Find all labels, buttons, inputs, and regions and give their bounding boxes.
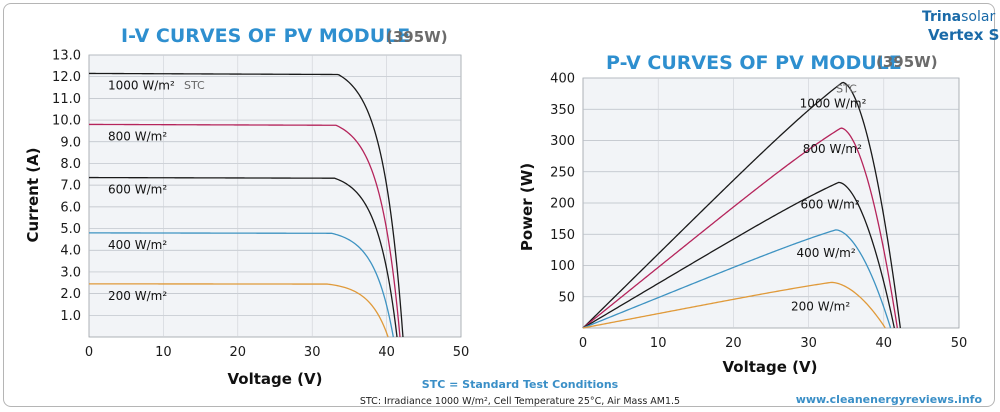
pv-x-tick-label: 30: [800, 336, 817, 351]
iv-stc-label: STC: [184, 79, 205, 92]
pv-x-axis-label: Voltage (V): [723, 358, 818, 376]
iv-curve-3: [88, 176, 398, 338]
brand-product: Vertex S: [928, 26, 999, 44]
pv-y-tick-label: 250: [550, 165, 575, 180]
brand-logo: Trinasolar Vertex S: [922, 9, 999, 44]
pv-series-label: 600 W/m²: [801, 197, 860, 211]
iv-chart-title: I-V CURVES OF PV MODULE: [121, 25, 410, 47]
stc-definition: STC = Standard Test Conditions: [422, 378, 619, 391]
pv-x-tick-label: 50: [951, 336, 968, 351]
pv-tick-labels: 50 100 150 200 250 300 350 400 0 10 20 30 40 50: [550, 72, 967, 352]
pv-curve-4: [582, 229, 892, 329]
website-link[interactable]: www.cleanenergyreviews.info: [796, 393, 983, 406]
iv-series-label: 200 W/m²: [108, 289, 167, 303]
iv-chart-subtitle: (395W): [386, 28, 448, 46]
iv-y-tick-label: 7.0: [60, 179, 81, 194]
pv-curve-3: [582, 181, 895, 329]
pv-series-label: 800 W/m²: [803, 142, 862, 156]
iv-y-tick-label: 11.0: [52, 92, 81, 107]
pv-y-tick-label: 300: [550, 134, 575, 149]
brand-name-bold: Trina: [922, 9, 961, 25]
iv-series: [88, 72, 404, 338]
iv-x-tick-label: 30: [304, 345, 321, 360]
iv-x-axis-label: Voltage (V): [228, 370, 323, 388]
pv-y-axis-label: Power (W): [518, 163, 536, 251]
iv-curve-1: [89, 72, 404, 338]
pv-x-tick-label: 10: [650, 336, 667, 351]
pv-x-tick-label: 40: [876, 336, 893, 351]
iv-x-tick-label: 50: [453, 345, 470, 360]
iv-x-tick-label: 0: [85, 345, 93, 360]
pv-y-tick-label: 100: [550, 259, 575, 274]
iv-y-tick-label: 1.0: [60, 309, 81, 324]
iv-chart: I-V CURVES OF PV MODULE (395W) 1.0 2.0 3.0…: [24, 25, 469, 388]
iv-y-tick-label: 2.0: [60, 287, 81, 302]
iv-y-tick-label: 10.0: [52, 114, 81, 129]
iv-x-tick-label: 40: [378, 345, 395, 360]
pv-chart-subtitle: (395W): [876, 53, 938, 71]
iv-series-labels: 1000 W/m² STC 800 W/m² 600 W/m² 400 W/m² 200 …: [108, 78, 205, 302]
svg-text:Trinasolar: Trinasolar: [922, 9, 995, 25]
iv-curve-5: [88, 283, 389, 338]
pv-curve-5: [582, 281, 886, 329]
stc-details: STC: Irradiance 1000 W/m², Cell Temperat…: [360, 396, 680, 407]
iv-y-tick-label: 12.0: [52, 70, 81, 85]
iv-y-tick-label: 9.0: [60, 135, 81, 150]
iv-y-axis-label: Current (A): [24, 147, 42, 242]
pv-y-tick-label: 150: [550, 228, 575, 243]
iv-y-tick-label: 5.0: [60, 222, 81, 237]
pv-chart-title: P-V CURVES OF PV MODULE: [606, 52, 902, 74]
brand-name-light: solar: [961, 9, 995, 25]
pv-stc-label: STC: [836, 82, 857, 95]
pv-series-label: 1000 W/m²: [800, 96, 867, 110]
pv-y-tick-label: 200: [550, 197, 575, 212]
iv-curve-2: [89, 123, 401, 338]
pv-y-tick-label: 400: [550, 72, 575, 87]
pv-series-label: 200 W/m²: [791, 299, 850, 313]
pv-grid: [583, 77, 959, 328]
pv-x-tick-label: 0: [579, 336, 587, 351]
iv-series-label: 1000 W/m²: [108, 78, 175, 92]
iv-series-label: 600 W/m²: [108, 183, 167, 197]
pv-x-tick-label: 20: [725, 336, 742, 351]
pv-series-label: 400 W/m²: [797, 246, 856, 260]
iv-y-tick-label: 4.0: [60, 244, 81, 259]
iv-series-label: 400 W/m²: [108, 238, 167, 252]
iv-y-tick-label: 8.0: [60, 157, 81, 172]
iv-x-tick-label: 10: [155, 345, 172, 360]
iv-grid: [89, 54, 461, 337]
pv-y-tick-label: 350: [550, 103, 575, 118]
pv-curve-2: [582, 127, 898, 329]
iv-y-tick-label: 6.0: [60, 200, 81, 215]
iv-x-tick-label: 20: [230, 345, 247, 360]
iv-curve-4: [89, 232, 394, 338]
iv-series-label: 800 W/m²: [108, 129, 167, 143]
iv-y-tick-label: 13.0: [52, 49, 81, 64]
iv-y-tick-label: 3.0: [60, 265, 81, 280]
pv-curve-1: [582, 81, 901, 329]
pv-y-tick-label: 50: [558, 290, 575, 305]
pv-chart: P-V CURVES OF PV MODULE (395W) 501001502…: [518, 52, 967, 376]
pv-series: [582, 81, 901, 329]
iv-tick-labels: 1.0 2.0 3.0 4.0 5.0 6.0 7.0 8.0 9.0 10.0 11.0 12.0 1…: [52, 49, 469, 361]
